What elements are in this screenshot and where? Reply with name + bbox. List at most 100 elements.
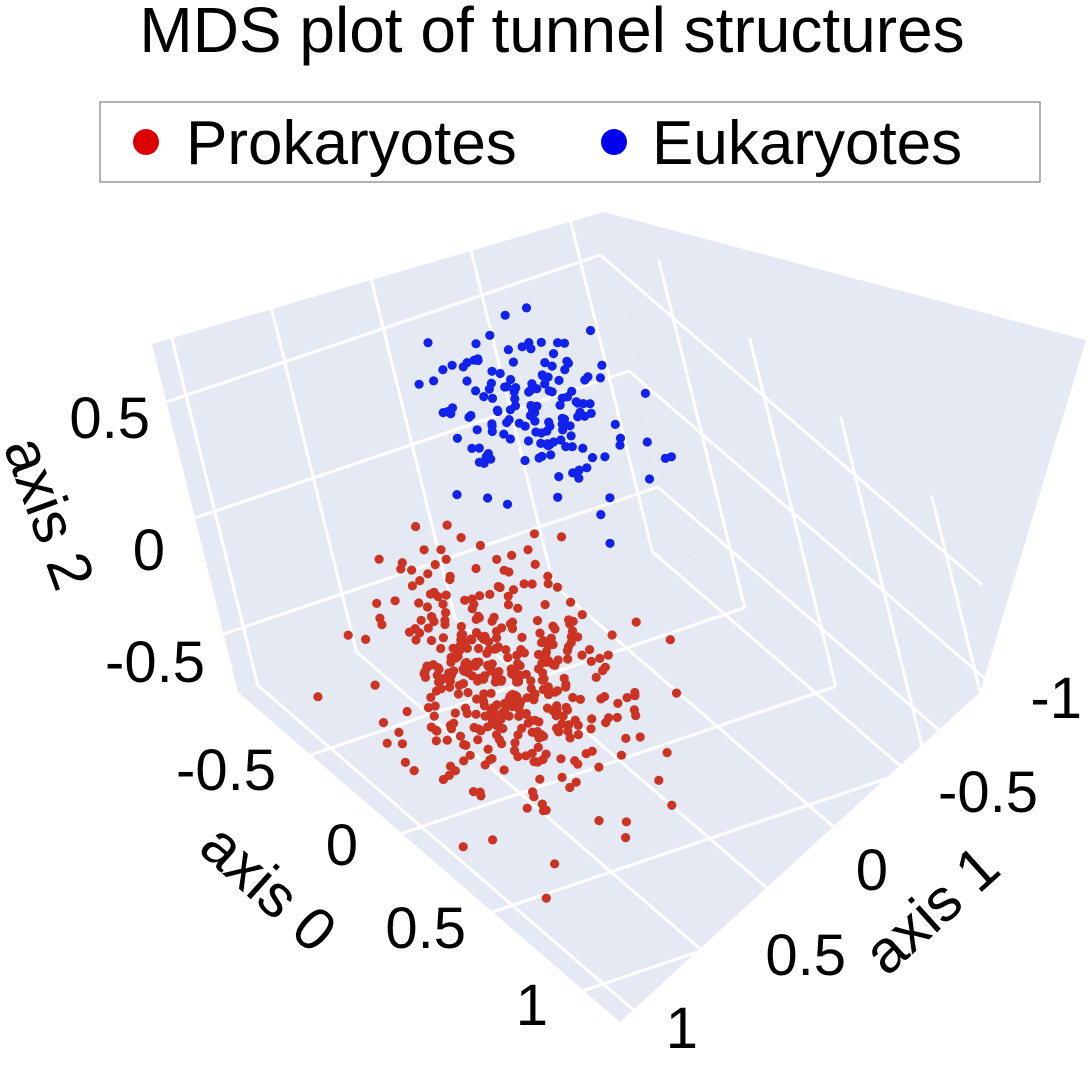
scatter-point-eukaryotes[interactable] xyxy=(474,443,484,453)
scatter-point-eukaryotes[interactable] xyxy=(479,458,489,468)
scatter-point-prokaryotes[interactable] xyxy=(510,738,520,748)
scatter-point-prokaryotes[interactable] xyxy=(503,652,513,663)
scatter-point-prokaryotes[interactable] xyxy=(415,576,425,586)
scatter-point-prokaryotes[interactable] xyxy=(438,599,448,609)
scatter-point-eukaryotes[interactable] xyxy=(471,339,481,349)
scatter-point-prokaryotes[interactable] xyxy=(407,581,417,591)
scatter-point-prokaryotes[interactable] xyxy=(536,730,546,740)
scatter-point-prokaryotes[interactable] xyxy=(441,554,451,565)
scatter-point-eukaryotes[interactable] xyxy=(580,375,590,385)
scatter-point-prokaryotes[interactable] xyxy=(559,673,569,683)
scatter-point-prokaryotes[interactable] xyxy=(343,630,353,640)
scatter-point-prokaryotes[interactable] xyxy=(522,693,532,703)
scatter-point-prokaryotes[interactable] xyxy=(423,569,433,579)
scatter-point-prokaryotes[interactable] xyxy=(532,616,543,626)
scatter-point-prokaryotes[interactable] xyxy=(517,632,527,643)
scatter-point-prokaryotes[interactable] xyxy=(671,688,682,698)
scatter-point-eukaryotes[interactable] xyxy=(510,401,521,411)
scatter-point-eukaryotes[interactable] xyxy=(557,413,567,423)
scatter-point-prokaryotes[interactable] xyxy=(594,762,604,772)
scatter-point-eukaryotes[interactable] xyxy=(587,453,598,463)
scatter-point-eukaryotes[interactable] xyxy=(605,538,615,548)
scatter-point-prokaryotes[interactable] xyxy=(550,687,560,697)
scatter-point-eukaryotes[interactable] xyxy=(567,386,577,396)
scatter-point-prokaryotes[interactable] xyxy=(471,627,482,638)
scatter-point-prokaryotes[interactable] xyxy=(494,667,504,677)
scatter-point-eukaryotes[interactable] xyxy=(555,400,565,410)
scatter-point-prokaryotes[interactable] xyxy=(556,754,566,764)
legend-label-prokaryotes[interactable]: Prokaryotes xyxy=(186,109,517,178)
scatter-point-prokaryotes[interactable] xyxy=(456,630,466,640)
scatter-point-prokaryotes[interactable] xyxy=(519,579,529,589)
scatter-point-prokaryotes[interactable] xyxy=(492,554,502,565)
scatter-point-eukaryotes[interactable] xyxy=(487,366,497,376)
scatter-point-prokaryotes[interactable] xyxy=(425,589,436,599)
scatter-point-prokaryotes[interactable] xyxy=(429,711,439,721)
scatter-point-prokaryotes[interactable] xyxy=(378,718,389,728)
scatter-point-prokaryotes[interactable] xyxy=(514,711,524,722)
scatter-point-prokaryotes[interactable] xyxy=(603,650,613,660)
scatter-point-prokaryotes[interactable] xyxy=(527,579,537,589)
scatter-point-eukaryotes[interactable] xyxy=(540,379,550,389)
scatter-point-prokaryotes[interactable] xyxy=(499,565,509,575)
scatter-point-prokaryotes[interactable] xyxy=(372,598,382,609)
scatter-point-prokaryotes[interactable] xyxy=(467,635,477,645)
scatter-point-prokaryotes[interactable] xyxy=(460,703,471,713)
scatter-point-eukaryotes[interactable] xyxy=(582,463,592,473)
scatter-point-eukaryotes[interactable] xyxy=(568,468,578,478)
scatter-point-prokaryotes[interactable] xyxy=(526,676,536,686)
scatter-point-prokaryotes[interactable] xyxy=(491,730,502,740)
scatter-point-prokaryotes[interactable] xyxy=(482,648,492,659)
scatter-point-eukaryotes[interactable] xyxy=(561,442,571,452)
scatter-point-eukaryotes[interactable] xyxy=(471,386,481,396)
scatter-point-prokaryotes[interactable] xyxy=(566,637,576,648)
scatter-point-eukaryotes[interactable] xyxy=(508,357,518,367)
scatter-point-prokaryotes[interactable] xyxy=(313,692,323,702)
scatter-point-prokaryotes[interactable] xyxy=(402,706,412,717)
scatter-point-prokaryotes[interactable] xyxy=(446,657,456,667)
scatter-point-eukaryotes[interactable] xyxy=(660,453,671,463)
scatter-point-eukaryotes[interactable] xyxy=(578,443,588,453)
scatter-point-prokaryotes[interactable] xyxy=(575,694,586,705)
scatter-point-eukaryotes[interactable] xyxy=(565,421,575,431)
scatter-point-prokaryotes[interactable] xyxy=(635,732,645,742)
scatter-point-prokaryotes[interactable] xyxy=(507,689,517,700)
scatter-point-prokaryotes[interactable] xyxy=(434,664,444,674)
scatter-point-prokaryotes[interactable] xyxy=(442,735,452,745)
scatter-point-prokaryotes[interactable] xyxy=(423,623,433,633)
scatter-point-prokaryotes[interactable] xyxy=(570,715,580,725)
scatter-point-prokaryotes[interactable] xyxy=(573,632,583,642)
scatter-point-eukaryotes[interactable] xyxy=(596,509,606,520)
scatter-point-eukaryotes[interactable] xyxy=(585,325,596,336)
scatter-point-prokaryotes[interactable] xyxy=(521,669,531,679)
scatter-point-eukaryotes[interactable] xyxy=(566,431,576,441)
scatter-point-prokaryotes[interactable] xyxy=(458,842,468,852)
scatter-point-eukaryotes[interactable] xyxy=(524,387,534,397)
scatter-point-eukaryotes[interactable] xyxy=(499,429,509,439)
scatter-point-prokaryotes[interactable] xyxy=(500,706,510,717)
scatter-point-eukaryotes[interactable] xyxy=(553,492,563,502)
scatter-point-prokaryotes[interactable] xyxy=(473,643,484,654)
scatter-point-prokaryotes[interactable] xyxy=(473,735,483,745)
scatter-point-prokaryotes[interactable] xyxy=(567,626,578,636)
scatter-point-prokaryotes[interactable] xyxy=(483,637,494,647)
scatter-point-prokaryotes[interactable] xyxy=(469,599,479,609)
scatter-point-prokaryotes[interactable] xyxy=(587,714,597,724)
scatter-point-prokaryotes[interactable] xyxy=(595,653,605,664)
scatter-point-prokaryotes[interactable] xyxy=(512,650,522,661)
scatter-point-eukaryotes[interactable] xyxy=(559,338,570,348)
data-points[interactable] xyxy=(313,303,682,903)
scatter-point-eukaryotes[interactable] xyxy=(610,419,620,429)
scatter-point-prokaryotes[interactable] xyxy=(568,616,578,627)
scatter-point-eukaryotes[interactable] xyxy=(595,373,606,383)
scatter-point-prokaryotes[interactable] xyxy=(497,623,507,633)
scatter-point-prokaryotes[interactable] xyxy=(523,718,533,728)
scatter-point-prokaryotes[interactable] xyxy=(463,687,473,698)
scatter-point-eukaryotes[interactable] xyxy=(511,383,521,393)
scatter-point-prokaryotes[interactable] xyxy=(431,725,441,735)
scatter-point-prokaryotes[interactable] xyxy=(513,752,523,762)
scatter-point-eukaryotes[interactable] xyxy=(644,474,655,484)
scatter-point-prokaryotes[interactable] xyxy=(556,532,567,542)
scatter-point-prokaryotes[interactable] xyxy=(557,772,567,783)
scatter-point-eukaryotes[interactable] xyxy=(573,398,583,408)
